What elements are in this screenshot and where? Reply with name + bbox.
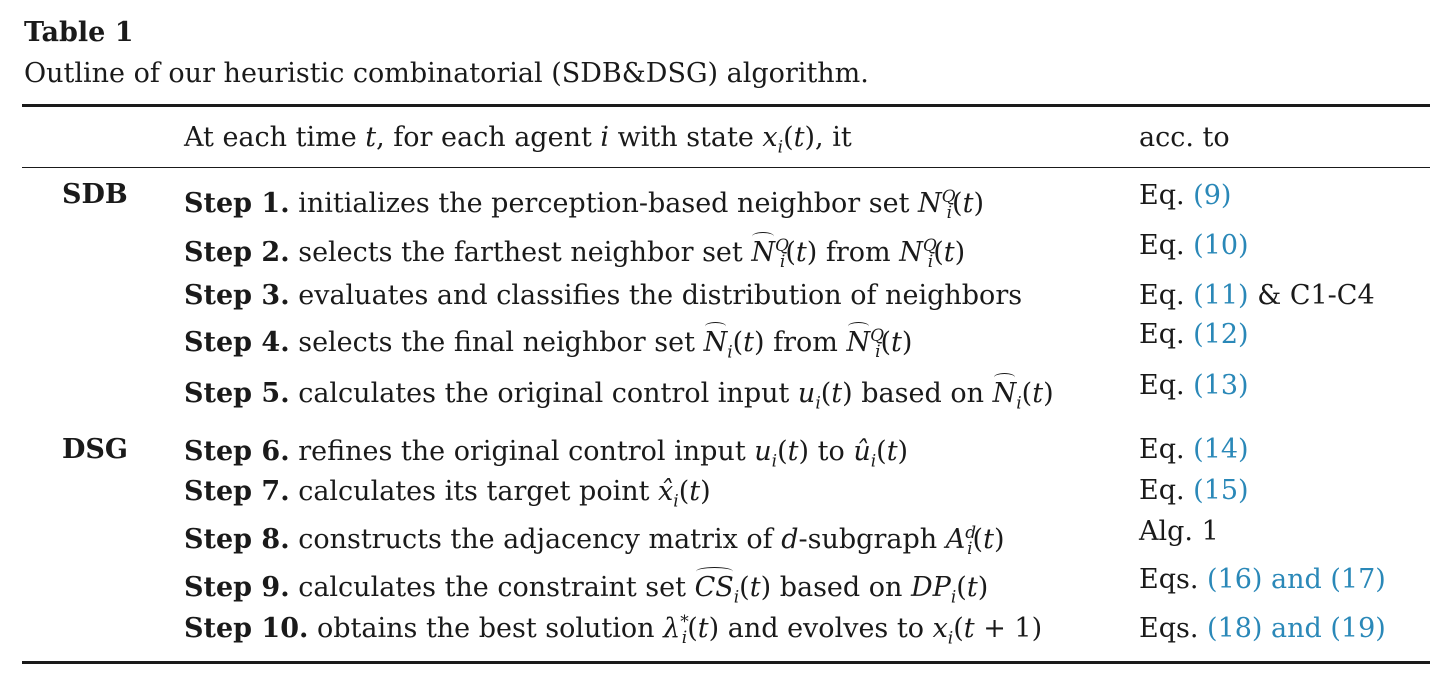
equation-link[interactable]: (14) xyxy=(1193,434,1249,465)
table-row: Step 7. calculates its target point x̂i(… xyxy=(184,476,711,512)
header-rule xyxy=(22,167,1430,168)
header-description: At each time t, for each agent i with st… xyxy=(184,122,852,158)
table-row: Step 3. evaluates and classifies the dis… xyxy=(184,280,1023,311)
table-caption-text: Outline of our heuristic combinatorial (… xyxy=(24,58,869,89)
equation-link[interactable]: (16) and (17) xyxy=(1207,564,1386,595)
top-rule xyxy=(22,104,1430,107)
table-label: Table 1 xyxy=(24,17,134,48)
table-row: Step 1. initializes the perception-based… xyxy=(184,187,984,224)
step-label: Step 1. xyxy=(184,188,290,219)
table-row: Step 2. selects the farthest neighbor se… xyxy=(184,232,966,273)
equation-link[interactable]: (13) xyxy=(1193,370,1249,401)
table-row: Step 9. calculates the constraint set CS… xyxy=(184,567,989,608)
row-reference: Eq. (9) xyxy=(1139,180,1232,211)
table-row: Step 8. constructs the adjacency matrix … xyxy=(184,523,1005,560)
header-reference: acc. to xyxy=(1139,122,1230,153)
equation-link[interactable]: (15) xyxy=(1193,475,1249,506)
row-reference: Eq. (15) xyxy=(1139,475,1249,506)
row-reference: Eqs. (16) and (17) xyxy=(1139,564,1386,595)
equation-link[interactable]: (10) xyxy=(1193,230,1249,261)
equation-link[interactable]: (18) and (19) xyxy=(1207,613,1386,644)
row-reference: Eq. (11) & C1-C4 xyxy=(1139,280,1375,311)
equation-link[interactable]: (9) xyxy=(1193,180,1232,211)
group-label-dsg: DSG xyxy=(62,434,128,465)
table-caption: Table 1 Outline of our heuristic combina… xyxy=(24,14,869,94)
group-label-sdb: SDB xyxy=(62,179,128,210)
equation-link[interactable]: (12) xyxy=(1193,319,1249,350)
row-reference: Alg. 1 xyxy=(1139,516,1219,547)
table-row: Step 10. obtains the best solution λ*i(t… xyxy=(184,612,1043,649)
table-row: Step 5. calculates the original control … xyxy=(184,373,1054,414)
equation-link[interactable]: (11) xyxy=(1193,280,1249,311)
row-reference: Eq. (14) xyxy=(1139,434,1249,465)
row-reference: Eq. (13) xyxy=(1139,370,1249,401)
row-reference: Eq. (10) xyxy=(1139,230,1249,261)
bottom-rule xyxy=(22,661,1430,664)
row-reference: Eq. (12) xyxy=(1139,319,1249,350)
table-row: Step 6. refines the original control inp… xyxy=(184,436,909,472)
table-row: Step 4. selects the final neighbor set N… xyxy=(184,322,913,363)
row-reference: Eqs. (18) and (19) xyxy=(1139,613,1386,644)
